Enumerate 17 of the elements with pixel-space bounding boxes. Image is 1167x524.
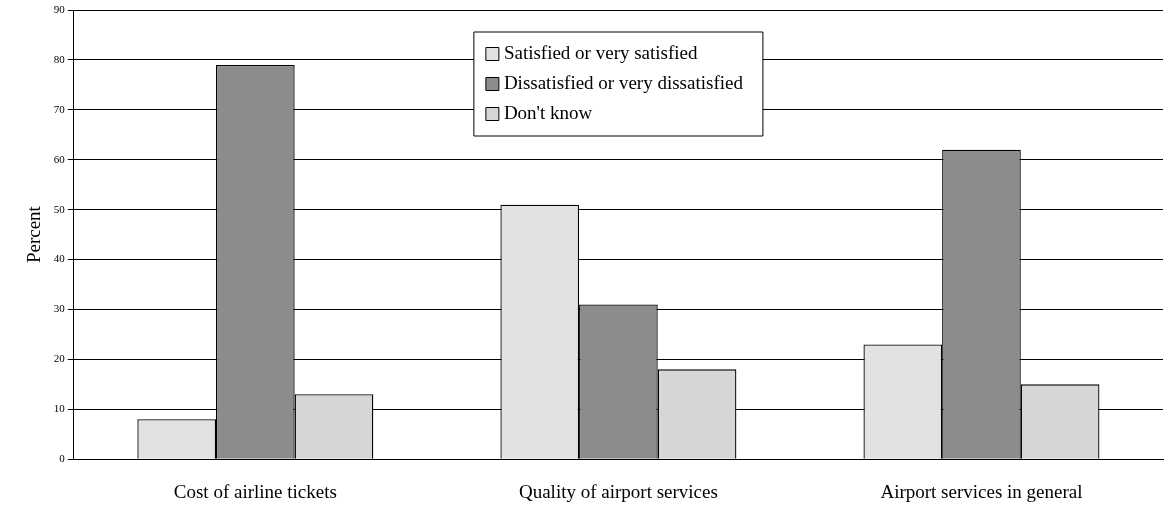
legend-label: Satisfied or very satisfied xyxy=(503,41,699,63)
y-axis-title: Percent xyxy=(23,205,45,264)
y-tick-label: 0 xyxy=(59,452,66,465)
y-tick-label: 70 xyxy=(53,102,66,115)
y-tick-label: 10 xyxy=(53,402,66,415)
legend-label: Dissatisfied or very dissatisfied xyxy=(503,71,744,93)
y-tick-label: 80 xyxy=(53,52,66,65)
y-tick-label: 90 xyxy=(53,2,66,15)
y-tick-label: 50 xyxy=(53,202,66,215)
legend-label: Don't know xyxy=(503,101,593,123)
x-tick-label: Airport services in general xyxy=(880,480,1083,502)
x-tick-label: Quality of airport services xyxy=(518,480,718,502)
y-tick-label: 40 xyxy=(53,252,66,265)
y-tick-label: 60 xyxy=(53,152,66,165)
x-tick-label: Cost of airline tickets xyxy=(173,480,337,502)
y-tick-label: 30 xyxy=(53,302,66,315)
y-tick-label: 20 xyxy=(53,352,66,365)
